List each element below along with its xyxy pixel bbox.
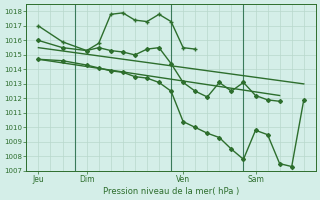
X-axis label: Pression niveau de la mer( hPa ): Pression niveau de la mer( hPa ): [103, 187, 239, 196]
